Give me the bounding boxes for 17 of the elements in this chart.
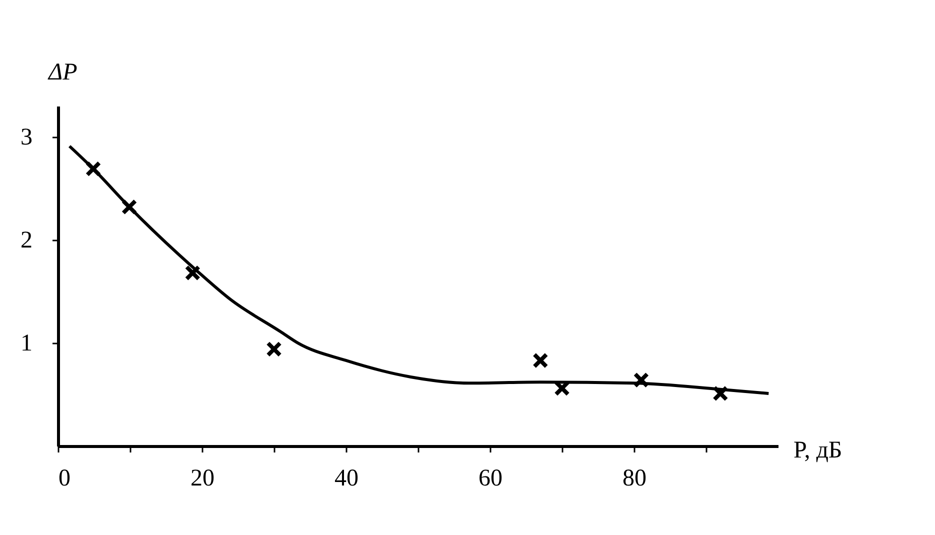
y-tick-label: 3 — [20, 124, 32, 150]
point — [85, 160, 102, 177]
point — [121, 199, 138, 215]
y-tick-label: 1 — [20, 330, 32, 356]
x-tick-label: 20 — [190, 466, 214, 492]
point — [266, 341, 282, 358]
y-axis-title: ΔP — [48, 60, 78, 86]
x-tick-label: 0 — [58, 466, 70, 492]
point — [712, 386, 728, 402]
x-tick-label: 60 — [478, 466, 502, 492]
x-tick-label: 40 — [334, 466, 358, 492]
point — [532, 352, 548, 368]
x-axis-title: P, дБ — [794, 438, 842, 464]
point — [633, 372, 650, 388]
x-tick-label: 80 — [622, 466, 646, 492]
point — [184, 264, 201, 281]
y-tick-label: 2 — [20, 227, 32, 254]
